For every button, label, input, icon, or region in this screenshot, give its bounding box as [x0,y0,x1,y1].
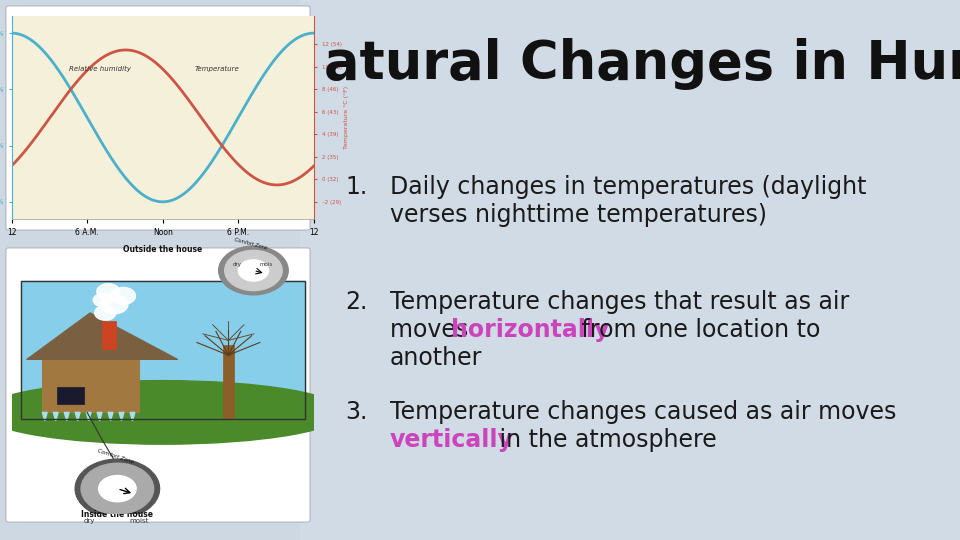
Text: dry: dry [84,517,95,524]
Text: 2.: 2. [345,290,368,314]
Text: dry: dry [232,262,241,267]
Text: Outside the house: Outside the house [123,245,203,254]
Text: Temperature changes that result as air: Temperature changes that result as air [390,290,850,314]
Circle shape [81,463,154,514]
Circle shape [95,306,116,320]
Text: Daily changes in temperatures (daylight: Daily changes in temperatures (daylight [390,175,867,199]
FancyBboxPatch shape [6,248,310,522]
Polygon shape [86,413,91,421]
Polygon shape [27,313,178,360]
Circle shape [101,295,128,314]
Bar [57,387,84,404]
Text: another: another [390,346,482,370]
Circle shape [99,476,136,502]
Polygon shape [119,413,124,421]
Text: vertically: vertically [390,428,514,452]
Circle shape [75,459,159,518]
Y-axis label: Temperature °C (°F): Temperature °C (°F) [345,86,349,149]
Text: horizontally: horizontally [451,318,610,342]
Bar [20,281,305,418]
Circle shape [238,260,269,281]
Text: mois: mois [259,262,273,267]
Text: atural Changes in Humidity: atural Changes in Humidity [324,38,960,90]
Circle shape [219,246,288,295]
Circle shape [111,287,135,305]
Text: Relative humidity: Relative humidity [69,66,132,72]
Circle shape [93,294,111,307]
Text: Temperature: Temperature [195,66,239,72]
Bar [42,360,138,413]
Text: in the atmosphere: in the atmosphere [492,428,717,452]
Text: Comfort Zone: Comfort Zone [233,237,268,251]
Bar [224,345,234,418]
Polygon shape [42,413,47,421]
Polygon shape [64,413,69,421]
Text: Inside the house: Inside the house [82,510,154,518]
Text: 3.: 3. [345,400,368,424]
Bar [300,0,960,540]
Text: verses nighttime temperatures): verses nighttime temperatures) [390,203,767,227]
Circle shape [97,284,120,300]
Circle shape [225,251,282,291]
Bar [20,281,305,418]
Text: Comfort Zone: Comfort Zone [97,449,134,465]
Text: from one location to: from one location to [574,318,820,342]
Text: 1.: 1. [345,175,368,199]
Bar [103,321,116,349]
Polygon shape [108,413,113,421]
FancyBboxPatch shape [6,6,310,230]
Polygon shape [54,413,59,421]
Text: moist: moist [130,517,149,524]
Ellipse shape [0,381,345,444]
Text: moves: moves [390,318,476,342]
Bar [20,408,305,418]
Polygon shape [97,413,102,421]
Text: Temperature changes caused as air moves: Temperature changes caused as air moves [390,400,897,424]
Polygon shape [130,413,135,421]
Polygon shape [75,413,80,421]
